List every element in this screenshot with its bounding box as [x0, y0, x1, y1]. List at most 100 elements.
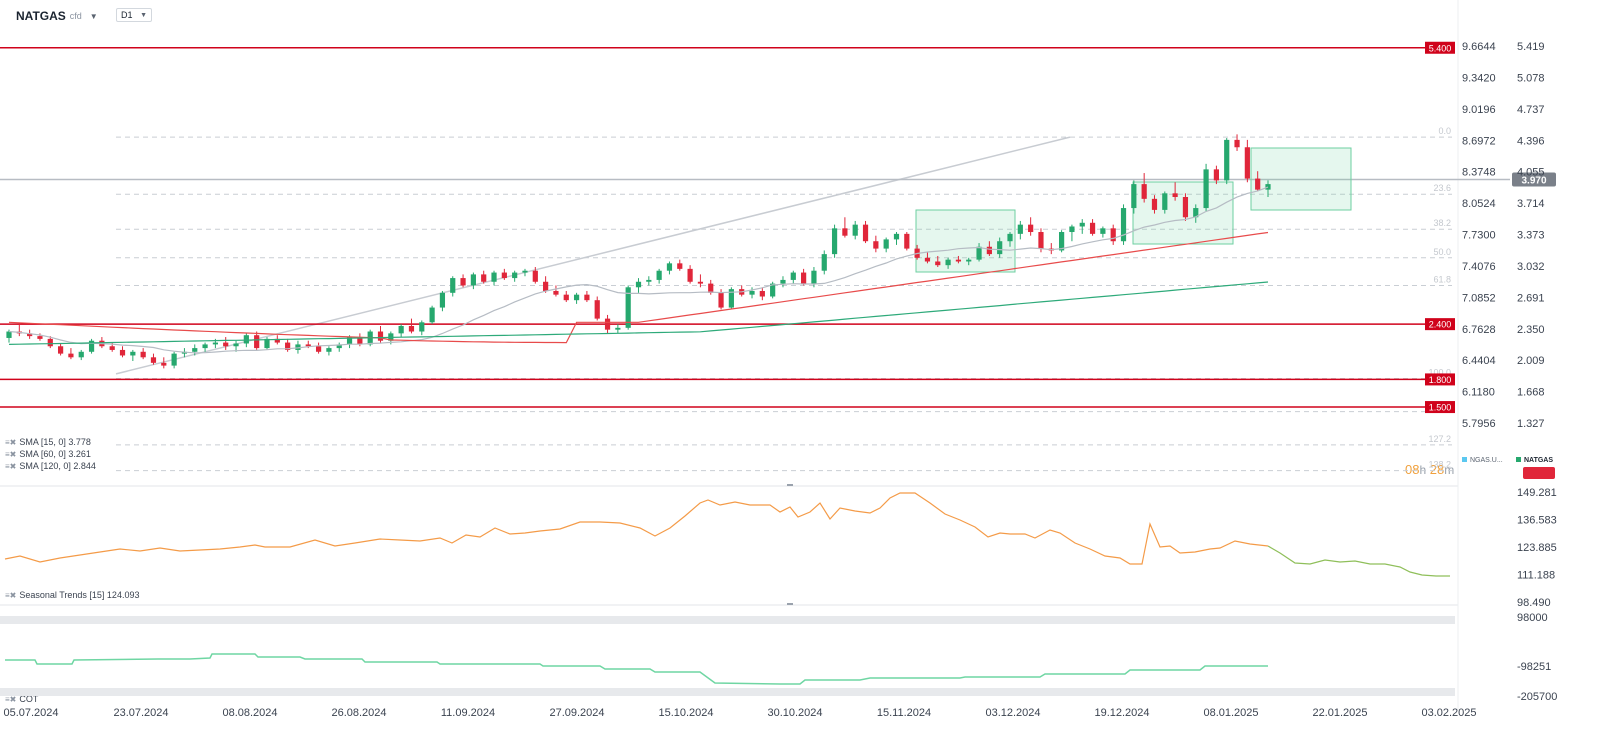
timeframe-selector[interactable]: D1 ▼: [116, 8, 152, 22]
fib-label: 50.0: [1433, 247, 1451, 257]
legend-cot[interactable]: ≡✖ COT: [5, 694, 39, 704]
menu-close-icon[interactable]: ≡✖: [5, 591, 17, 600]
x-tick-label: 05.07.2024: [3, 707, 58, 719]
menu-close-icon[interactable]: ≡✖: [5, 450, 17, 459]
level-tag: [1425, 401, 1455, 414]
consolidation-box: [1250, 147, 1352, 211]
candle: [904, 233, 910, 249]
candle-timer: 08h 28m: [1405, 462, 1455, 477]
candle: [140, 351, 146, 358]
candle: [346, 337, 353, 345]
chevron-down-icon[interactable]: ▼: [89, 11, 98, 21]
y-tick-label: 7.7300: [1462, 230, 1496, 242]
menu-close-icon[interactable]: ≡✖: [5, 438, 17, 447]
candle: [790, 272, 796, 280]
candle: [718, 292, 724, 308]
consolidation-box: [915, 209, 1016, 273]
candle: [1100, 228, 1106, 234]
candle: [357, 337, 363, 345]
y-tick-label: 6.7628: [1462, 324, 1496, 336]
candle: [470, 274, 476, 286]
candle: [305, 344, 311, 347]
candle: [130, 351, 136, 356]
current-price-label: 3.970: [1521, 175, 1546, 186]
candle: [563, 294, 569, 301]
menu-close-icon[interactable]: ≡✖: [5, 462, 17, 471]
candle: [604, 318, 611, 330]
candle: [770, 283, 776, 297]
candle: [109, 346, 115, 350]
x-tick-label: 22.01.2025: [1312, 707, 1367, 719]
candle: [883, 239, 889, 249]
fib-label: 100.0: [1428, 368, 1451, 378]
candle: [1213, 169, 1220, 181]
y-tick-label: 149.281: [1517, 487, 1557, 499]
candle: [759, 290, 765, 297]
candle: [119, 349, 126, 356]
candle: [966, 259, 972, 262]
legend-seasonal[interactable]: ≡✖ Seasonal Trends [15] 124.093: [5, 590, 140, 600]
candle: [223, 342, 229, 347]
y-tick-label: 98.490: [1517, 597, 1551, 609]
legend-sma120[interactable]: ≡✖ SMA [120, 0] 2.844: [5, 461, 96, 471]
candle: [635, 281, 642, 288]
pane-resize-handle: [787, 484, 793, 486]
candle: [522, 270, 528, 273]
x-tick-label: 15.11.2024: [877, 707, 931, 719]
pane-resize-handle: [787, 603, 793, 605]
menu-close-icon[interactable]: ≡✖: [5, 695, 17, 704]
y-tick-label: 7.4076: [1462, 261, 1496, 273]
candle: [336, 344, 342, 349]
candle: [326, 348, 332, 352]
candle: [955, 259, 962, 262]
candle: [801, 272, 807, 284]
candle: [842, 228, 848, 236]
candle: [666, 263, 673, 271]
y-tick-label: 7.0852: [1462, 292, 1496, 304]
candle: [749, 290, 755, 295]
y-tick-label: 4.055: [1517, 167, 1545, 179]
chevron-down-icon[interactable]: ▼: [140, 11, 147, 19]
candle: [543, 281, 549, 291]
y-tick-label: 6.1180: [1462, 387, 1495, 399]
y-tick-label: 4.737: [1517, 104, 1545, 116]
y-tick-label: 3.032: [1517, 261, 1545, 273]
candle: [997, 241, 1003, 255]
level-tag-label: 5.400: [1429, 43, 1452, 53]
y-tick-label: 9.6644: [1462, 41, 1496, 53]
candle: [1193, 208, 1199, 218]
candle: [78, 351, 84, 358]
cot-band-top: [0, 616, 1455, 624]
candle: [584, 294, 590, 301]
candle: [377, 331, 384, 341]
candle: [419, 322, 425, 332]
level-tag: [1425, 373, 1455, 386]
legend-sma15[interactable]: ≡✖ SMA [15, 0] 3.778: [5, 437, 91, 447]
candle: [501, 272, 507, 279]
candle: [697, 281, 704, 284]
candle: [1028, 224, 1034, 233]
sma120-line: [8, 281, 1269, 345]
candle: [295, 344, 301, 350]
x-tick-label: 08.01.2025: [1203, 707, 1258, 719]
y-tick-label: 3.714: [1517, 198, 1545, 210]
cot-line: [5, 653, 1268, 685]
fib-label: 138.2: [1428, 460, 1451, 470]
y-tick-label: 9.3420: [1462, 72, 1496, 84]
candle: [1182, 197, 1189, 218]
candle: [594, 300, 600, 319]
candle: [1172, 193, 1178, 198]
y-tick-label: 1.327: [1517, 418, 1545, 430]
level-tag: [1425, 41, 1455, 54]
candle: [1255, 178, 1261, 190]
symbol-selector[interactable]: NATGAS cfd ▼: [16, 8, 98, 24]
candle: [460, 278, 466, 286]
y-tick-label: 8.6972: [1462, 135, 1496, 147]
candle: [1038, 232, 1044, 249]
candle: [1131, 184, 1137, 209]
legend-sma60[interactable]: ≡✖ SMA [60, 0] 3.261: [5, 449, 91, 459]
candle: [677, 263, 683, 269]
candle: [1069, 226, 1075, 233]
candle: [429, 307, 435, 323]
